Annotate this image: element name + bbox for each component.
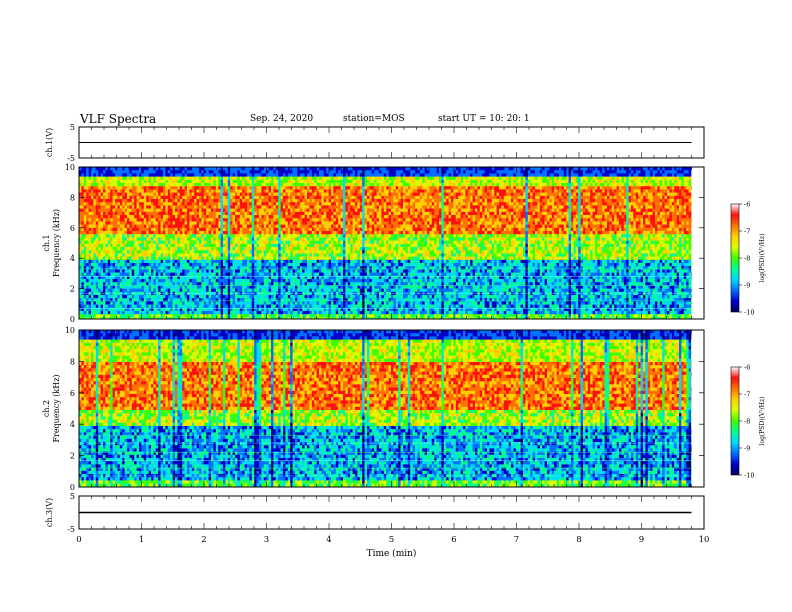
colorbar-tick-label: -6 <box>744 201 750 209</box>
colorbar-label: log(PSD)(V²/Hz) <box>759 234 766 283</box>
chart-title: VLF Spectra <box>80 112 156 126</box>
colorbar-tick-label: -6 <box>744 364 750 372</box>
colorbar-tick-label: -10 <box>744 309 754 317</box>
y-axis-label: ch.2 <box>42 400 51 417</box>
panel-ch3-voltage: -5 5 ch.3(V) <box>45 492 705 534</box>
station-label: station=MOS <box>343 114 405 124</box>
x-tick-label: 0 <box>76 535 81 545</box>
ch2-spectrogram-tick-label: 6 <box>70 389 75 398</box>
ch1-spectrogram-tick-label: 2 <box>70 285 75 294</box>
colorbar-ch2-spectrogram: -10 -9 -8 -7 -6 log(PSD)(V²/Hz) <box>730 364 766 480</box>
colorbar-scale <box>730 203 740 313</box>
x-tick-label: 6 <box>451 535 456 545</box>
x-tick-label: 7 <box>514 535 519 545</box>
y-axis-label: ch.1(V) <box>45 128 54 157</box>
colorbar-label: log(PSD)(V²/Hz) <box>759 397 766 446</box>
ch2-spectrogram-tick-label: 0 <box>70 483 75 492</box>
ch2-spectrogram-tick-label: 2 <box>70 452 75 461</box>
x-tick-label: 10 <box>699 535 710 545</box>
ch1-spectrogram-tick-label: 6 <box>70 224 75 233</box>
start-ut-label: start UT = 10: 20: 1 <box>438 114 530 124</box>
x-tick-label: 5 <box>389 535 394 545</box>
ch1-spectrogram-tick-label: 8 <box>70 193 75 202</box>
ch1-spectrogram-tick-label: 0 <box>70 315 75 324</box>
colorbar-tick-label: -7 <box>744 391 750 399</box>
colorbar-tick-label: -8 <box>744 418 750 426</box>
colorbar-tick-label: -8 <box>744 255 750 263</box>
ch1-spectrogram-tick-label: 10 <box>65 163 75 172</box>
x-tick-label: 1 <box>139 535 144 545</box>
ch1-spectrogram-tick-label: 4 <box>70 254 75 263</box>
y-axis-label: ch.3(V) <box>45 498 54 527</box>
spectrogram-ch2 <box>79 330 704 487</box>
panel-ch1-voltage: -5 5 ch.1(V) <box>45 123 705 163</box>
y-axis-label: ch.1 <box>42 234 51 251</box>
x-tick-label: 3 <box>264 535 269 545</box>
panel-ch1-spectrogram: 0 2 4 6 8 10 ch.1 Frequency (kHz) <box>42 163 705 324</box>
ch2-spectrogram-tick-label: 4 <box>70 420 75 429</box>
x-axis-label: Time (min) <box>367 548 417 559</box>
panel-ch2-spectrogram: 0 2 4 6 8 10 ch.2 Frequency (kHz) <box>42 326 705 492</box>
ch3-voltage-tick-label: 5 <box>70 492 75 501</box>
ch3-voltage-tick-label: -5 <box>67 525 75 534</box>
colorbar-tick-label: -9 <box>744 445 750 453</box>
colorbar-scale <box>730 366 740 476</box>
y-axis-label: Frequency (kHz) <box>52 209 61 277</box>
ch1-voltage-tick-label: -5 <box>67 154 75 163</box>
colorbar-ch1-spectrogram: -10 -9 -8 -7 -6 log(PSD)(V²/Hz) <box>730 201 766 317</box>
ch2-spectrogram-tick-label: 8 <box>70 357 75 366</box>
colorbar-tick-label: -7 <box>744 228 750 236</box>
spectrogram-ch1 <box>79 167 704 319</box>
y-axis-label: Frequency (kHz) <box>52 374 61 442</box>
ch2-spectrogram-tick-label: 10 <box>65 326 75 335</box>
x-tick-label: 9 <box>639 535 644 545</box>
x-tick-label: 2 <box>201 535 206 545</box>
x-tick-label: 4 <box>326 535 331 545</box>
x-tick-label: 8 <box>576 535 581 545</box>
ch1-voltage-tick-label: 5 <box>70 123 75 132</box>
colorbar-tick-label: -9 <box>744 282 750 290</box>
colorbar-tick-label: -10 <box>744 472 754 480</box>
date-label: Sep. 24, 2020 <box>250 114 313 124</box>
